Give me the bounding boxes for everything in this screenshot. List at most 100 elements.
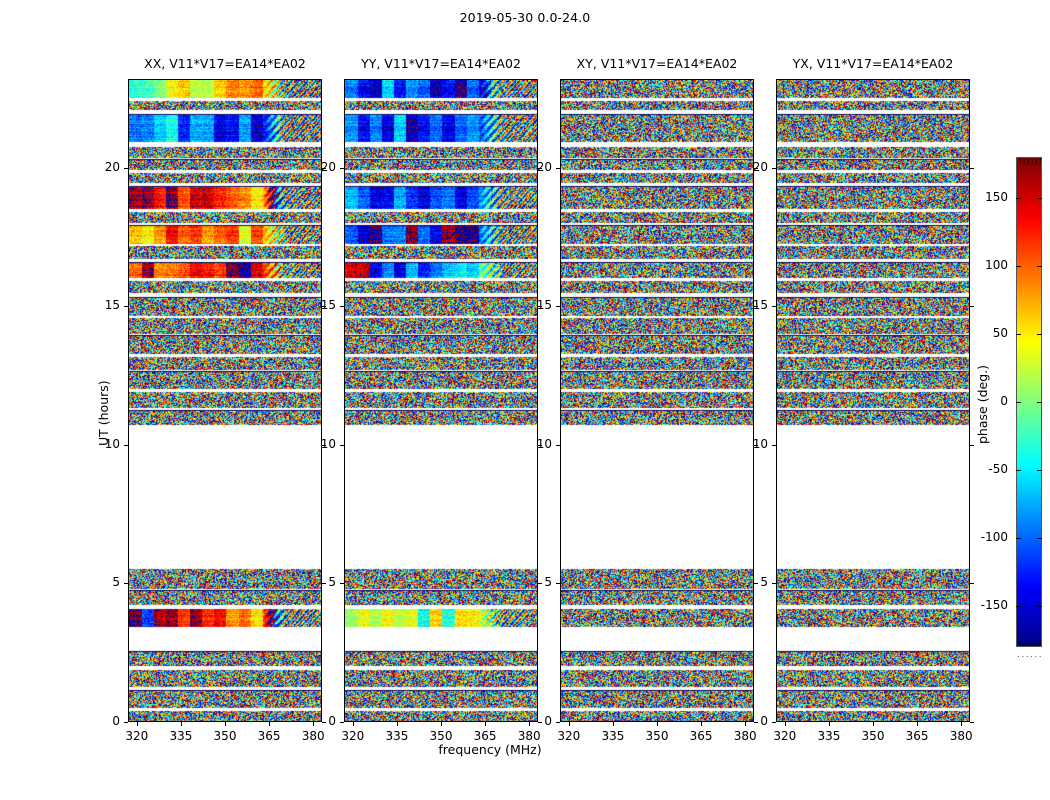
panel-xy-xticklabel-380: 380 <box>733 729 757 743</box>
panel-yy-title: YY, V11*V17=EA14*EA02 <box>361 56 521 71</box>
panel-yx-yticklabel-15: 15 <box>752 298 768 313</box>
panel-xx[interactable] <box>128 79 322 722</box>
panel-yx-xtick-350 <box>873 722 874 726</box>
panel-yx-ytick-15 <box>772 306 776 307</box>
panel-xx-xtick-335 <box>181 722 182 726</box>
panel-xy-ytick-right-15 <box>754 306 758 307</box>
colorbar-tick-left--150 <box>1016 606 1021 607</box>
panel-yy-xtick-320 <box>353 722 354 726</box>
panel-xy-xticklabel-350: 350 <box>645 729 669 743</box>
colorbar-tick-left-0 <box>1016 402 1021 403</box>
panel-yx-ytick-right-15 <box>970 306 974 307</box>
figure-suptitle: 2019-05-30 0.0-24.0 <box>459 10 591 25</box>
panel-xx-xtick-365 <box>269 722 270 726</box>
panel-yx-xticklabel-380: 380 <box>949 729 973 743</box>
panel-xx-ytick-right-15 <box>322 306 326 307</box>
panel-xy-ytick-15 <box>556 306 560 307</box>
panel-yx-ytick-0 <box>772 722 776 723</box>
panel-yy-xtick-350 <box>441 722 442 726</box>
colorbar-ticklabel--150: -150 <box>980 598 1008 613</box>
panel-xx-ytick-right-20 <box>322 168 326 169</box>
panel-xy[interactable] <box>560 79 754 722</box>
colorbar-tick-50 <box>1037 334 1042 335</box>
panel-xy-ytick-0 <box>556 722 560 723</box>
colorbar-tick--50 <box>1037 470 1042 471</box>
panel-yx-xticklabel-350: 350 <box>861 729 885 743</box>
y-axis-label: UT (hours) <box>96 379 111 446</box>
panel-yy-xtick-365 <box>485 722 486 726</box>
panel-xx-ytick-10 <box>124 445 128 446</box>
panel-yx-xticklabel-365: 365 <box>905 729 929 743</box>
panel-xx-ytick-0 <box>124 722 128 723</box>
panel-yy-xticklabel-365: 365 <box>473 729 497 743</box>
panel-yy[interactable] <box>344 79 538 722</box>
panel-yx-yticklabel-5: 5 <box>760 575 768 590</box>
panel-yy-xtick-380 <box>529 722 530 726</box>
panel-xy-yticklabel-0: 0 <box>544 714 552 728</box>
colorbar-ticklabel-0: 0 <box>1000 394 1008 408</box>
x-axis-label: frequency (MHz) <box>438 742 542 757</box>
colorbar-tick-left-50 <box>1016 334 1021 335</box>
colorbar-tick-left--100 <box>1016 538 1021 539</box>
panel-yx[interactable] <box>776 79 970 722</box>
panel-yy-yticklabel-0: 0 <box>328 714 336 728</box>
panel-yx-xticklabel-320: 320 <box>773 729 797 743</box>
colorbar-tick-100 <box>1037 266 1042 267</box>
colorbar-tick-left--50 <box>1016 470 1021 471</box>
panel-yy-ytick-right-20 <box>538 168 542 169</box>
panel-yy-yticklabel-15: 15 <box>320 298 336 313</box>
panel-xx-xtick-350 <box>225 722 226 726</box>
panel-yx-xtick-380 <box>961 722 962 726</box>
panel-yy-ytick-20 <box>340 168 344 169</box>
panel-xx-title: XX, V11*V17=EA14*EA02 <box>144 56 306 71</box>
panel-yy-xticklabel-350: 350 <box>429 729 453 743</box>
panel-yy-ytick-right-0 <box>538 722 542 723</box>
panel-xy-xtick-320 <box>569 722 570 726</box>
panel-yy-ytick-5 <box>340 583 344 584</box>
colorbar-ticklabel--50: -50 <box>988 462 1008 477</box>
panel-yx-yticklabel-10: 10 <box>752 436 768 451</box>
panel-xx-yticklabel-5: 5 <box>112 575 120 590</box>
panel-xx-xtick-320 <box>137 722 138 726</box>
colorbar-ticklabel-50: 50 <box>992 325 1008 340</box>
panel-xy-yticklabel-15: 15 <box>536 298 552 313</box>
panel-yy-ytick-right-10 <box>538 445 542 446</box>
panel-xy-ytick-right-0 <box>754 722 758 723</box>
panel-yy-xticklabel-335: 335 <box>385 729 409 743</box>
panel-xx-xticklabel-380: 380 <box>301 729 325 743</box>
panel-yx-yticklabel-0: 0 <box>760 714 768 728</box>
panel-xy-yticklabel-20: 20 <box>536 159 552 174</box>
panel-yy-ytick-right-5 <box>538 583 542 584</box>
panel-xx-yticklabel-15: 15 <box>104 298 120 313</box>
panel-xy-ytick-right-20 <box>754 168 758 169</box>
panel-xy-title: XY, V11*V17=EA14*EA02 <box>576 56 738 71</box>
panel-xx-ytick-20 <box>124 168 128 169</box>
colorbar-tick-150 <box>1037 198 1042 199</box>
panel-xx-ytick-15 <box>124 306 128 307</box>
panel-yx-yticklabel-20: 20 <box>752 159 768 174</box>
panel-xx-yticklabel-0: 0 <box>112 714 120 728</box>
colorbar-extend-dots: ...... <box>1017 650 1044 660</box>
panel-yy-image <box>345 80 537 721</box>
panel-xy-xticklabel-320: 320 <box>557 729 581 743</box>
panel-yy-yticklabel-5: 5 <box>328 575 336 590</box>
colorbar-ticklabel-150: 150 <box>985 189 1008 204</box>
panel-yx-image <box>777 80 969 721</box>
panel-xy-xtick-335 <box>613 722 614 726</box>
panel-xy-ytick-right-5 <box>754 583 758 584</box>
panel-xx-xtick-380 <box>313 722 314 726</box>
colorbar-tick-0 <box>1037 402 1042 403</box>
panel-yy-ytick-0 <box>340 722 344 723</box>
panel-yx-ytick-20 <box>772 168 776 169</box>
panel-yx-xtick-320 <box>785 722 786 726</box>
panel-xx-yticklabel-10: 10 <box>104 436 120 451</box>
panel-xy-ytick-5 <box>556 583 560 584</box>
panel-xx-ytick-5 <box>124 583 128 584</box>
panel-yy-xtick-335 <box>397 722 398 726</box>
panel-yy-ytick-15 <box>340 306 344 307</box>
panel-xy-ytick-10 <box>556 445 560 446</box>
panel-xy-xtick-350 <box>657 722 658 726</box>
panel-xx-xticklabel-350: 350 <box>213 729 237 743</box>
panel-xx-ytick-right-0 <box>322 722 326 723</box>
